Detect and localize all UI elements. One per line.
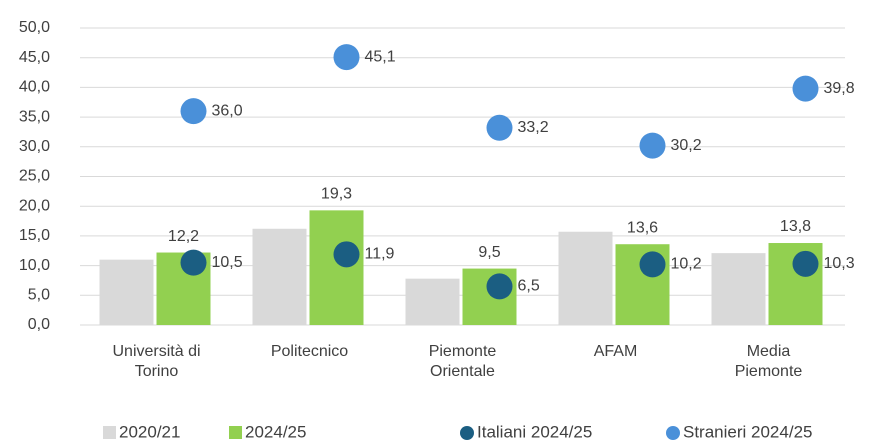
dot (639, 132, 666, 159)
x-tick-label: AFAM (593, 343, 638, 360)
x-tick-label: Università di Torino (112, 343, 201, 380)
legend-marker (460, 426, 474, 440)
dot (792, 250, 819, 277)
y-tick-label: 35,0 (19, 108, 50, 125)
data-label: 39,8 (824, 80, 855, 97)
dot (486, 114, 513, 141)
data-label: 33,2 (518, 119, 549, 136)
y-tick-label: 25,0 (19, 168, 50, 185)
y-tick-label: 40,0 (19, 79, 50, 96)
x-tick-label: Politecnico (270, 343, 349, 360)
data-label: 10,3 (824, 255, 855, 272)
dot (792, 75, 819, 102)
data-label: 10,2 (671, 256, 702, 273)
y-tick-label: 0,0 (28, 316, 50, 333)
bar (558, 231, 613, 325)
data-label: 30,2 (671, 137, 702, 154)
y-tick-label: 30,0 (19, 138, 50, 155)
bar (711, 253, 766, 325)
y-tick-label: 15,0 (19, 227, 50, 244)
dot (333, 44, 360, 71)
y-tick-label: 5,0 (28, 287, 50, 304)
data-label: 13,6 (627, 219, 658, 236)
data-label: 13,8 (780, 218, 811, 235)
legend-marker (666, 426, 680, 440)
data-label: 6,5 (518, 278, 540, 295)
y-tick-label: 50,0 (19, 19, 50, 36)
y-tick-label: 20,0 (19, 197, 50, 214)
data-label: 45,1 (365, 48, 396, 65)
y-tick-label: 10,0 (19, 257, 50, 274)
legend-marker (229, 426, 242, 439)
y-tick-label: 45,0 (19, 49, 50, 66)
data-label: 36,0 (212, 102, 243, 119)
bar (252, 228, 307, 325)
bar (99, 259, 154, 325)
x-tick-label: Media Piemonte (734, 343, 803, 380)
data-label: 9,5 (478, 244, 500, 261)
data-label: 10,5 (212, 254, 243, 271)
legend-label: Stranieri 2024/25 (683, 422, 812, 441)
legend-label: 2020/21 (119, 422, 180, 441)
legend-marker (103, 426, 116, 439)
dot (333, 241, 360, 268)
bar (309, 210, 364, 325)
x-tick-label: Piemonte Orientale (428, 343, 497, 380)
data-label: 12,2 (168, 228, 199, 245)
dot (639, 251, 666, 278)
data-label: 11,9 (365, 246, 395, 263)
legend-label: Italiani 2024/25 (477, 422, 592, 441)
data-label: 19,3 (321, 186, 352, 203)
dot (180, 98, 207, 125)
dot (486, 273, 513, 300)
bar (405, 278, 460, 325)
legend-label: 2024/25 (245, 422, 306, 441)
dot (180, 249, 207, 276)
